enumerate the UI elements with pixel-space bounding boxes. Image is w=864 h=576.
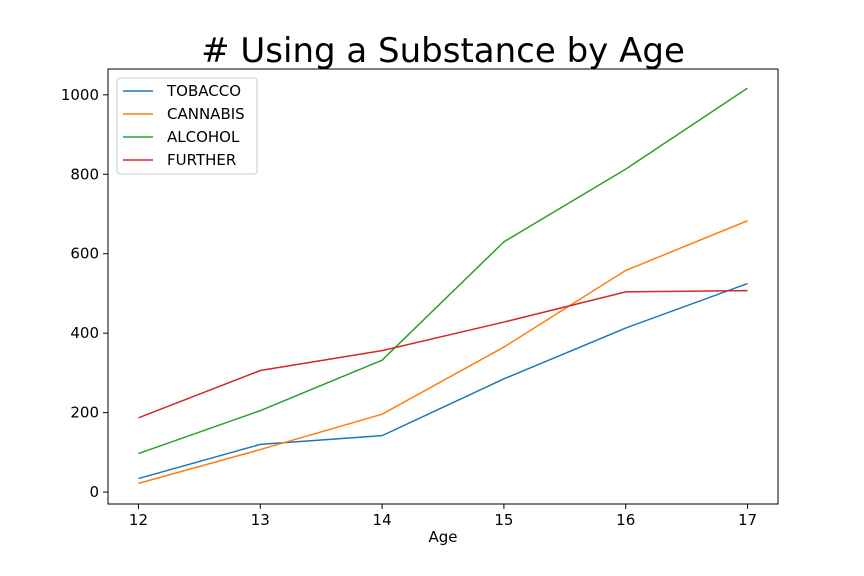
legend: TOBACCO CANNABIS ALCOHOL FURTHER bbox=[116, 77, 258, 175]
x-tick-label: 14 bbox=[373, 511, 392, 529]
y-tick-label: 400 bbox=[70, 324, 99, 342]
x-tick-label: 12 bbox=[129, 511, 148, 529]
x-tick-label: 15 bbox=[494, 511, 513, 529]
series-lines bbox=[138, 87, 748, 485]
legend-box bbox=[116, 77, 258, 175]
chart-title: # Using a Substance by Age bbox=[201, 31, 685, 71]
y-tick-label: 200 bbox=[70, 404, 99, 422]
x-axis-label: Age bbox=[428, 528, 457, 546]
legend-label-tobacco: TOBACCO bbox=[166, 82, 241, 100]
legend-label-alcohol: ALCOHOL bbox=[167, 128, 240, 146]
x-tick-label: 16 bbox=[616, 511, 635, 529]
legend-label-further: FURTHER bbox=[167, 151, 236, 169]
y-axis: 0 200 400 600 800 1000 bbox=[61, 86, 108, 501]
y-tick-label: 0 bbox=[89, 483, 99, 501]
y-tick-label: 800 bbox=[70, 165, 99, 183]
legend-label-cannabis: CANNABIS bbox=[167, 105, 245, 123]
series-line-cannabis bbox=[138, 220, 748, 485]
x-tick-label: 13 bbox=[251, 511, 270, 529]
series-line-tobacco bbox=[138, 282, 748, 480]
series-line-alcohol bbox=[138, 87, 748, 455]
x-tick-label: 17 bbox=[738, 511, 757, 529]
y-tick-label: 1000 bbox=[61, 86, 99, 104]
y-tick-label: 600 bbox=[70, 245, 99, 263]
series-line-further bbox=[138, 289, 748, 419]
x-axis: 12 13 14 15 16 17 bbox=[129, 504, 757, 529]
